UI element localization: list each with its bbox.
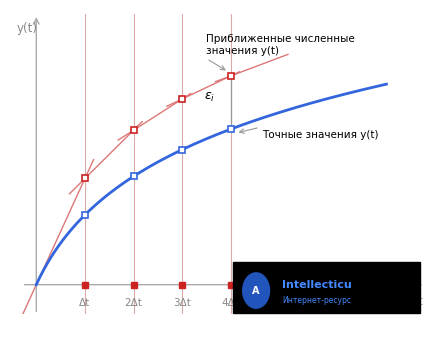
Text: 3Δt: 3Δt: [173, 298, 191, 308]
Text: 4Δt: 4Δt: [222, 298, 240, 308]
Text: t: t: [418, 296, 423, 308]
Ellipse shape: [243, 273, 270, 308]
Text: Точные значения y(t): Точные значения y(t): [263, 130, 379, 140]
Text: Интернет-ресурс: Интернет-ресурс: [282, 296, 351, 305]
Text: 2Δt: 2Δt: [125, 298, 142, 308]
Text: $\varepsilon_i$: $\varepsilon_i$: [204, 91, 215, 104]
Text: A: A: [252, 286, 260, 296]
Text: y(t): y(t): [17, 22, 38, 35]
Text: Приближенные численные
значения y(t): Приближенные численные значения y(t): [207, 35, 355, 56]
Text: Δt: Δt: [79, 298, 91, 308]
Bar: [233, 262, 421, 313]
Text: Intellecticu: Intellecticu: [282, 280, 352, 290]
